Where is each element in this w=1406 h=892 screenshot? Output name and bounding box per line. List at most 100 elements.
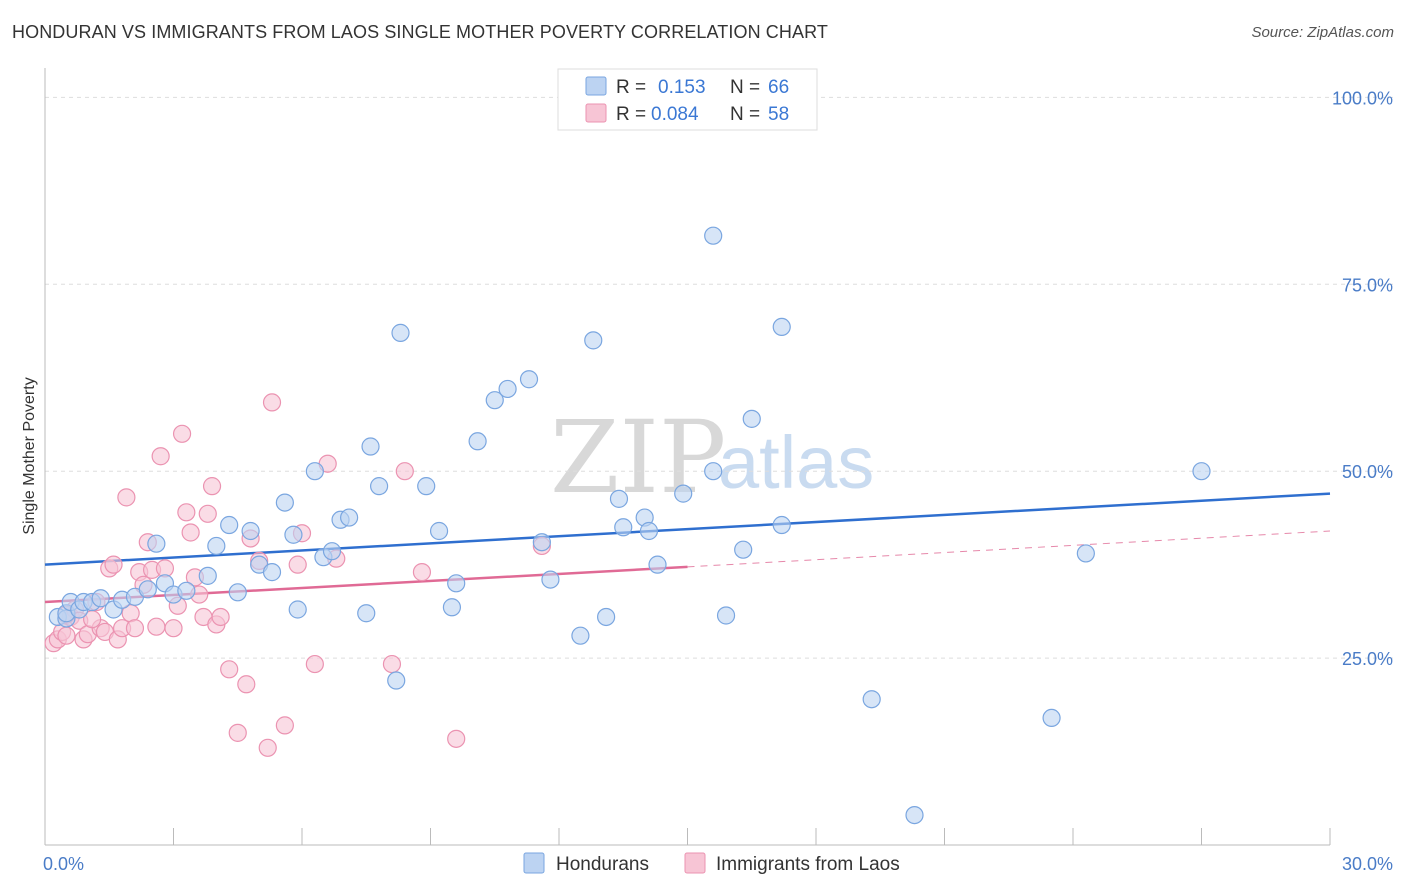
honduran-point	[391, 323, 410, 342]
laos-point	[262, 393, 282, 412]
honduran-point	[198, 566, 217, 585]
honduran-point	[429, 521, 449, 541]
correlation-legend: R = 0.153 N = 66 R = 0.084 N = 58	[557, 68, 818, 131]
x-tick-labels: 0.0% 30.0%	[43, 854, 1393, 874]
laos-point	[382, 654, 402, 674]
laos-point	[237, 675, 256, 694]
bottom-legend-swatch-hondurans	[523, 852, 545, 874]
honduran-point	[772, 317, 791, 336]
honduran-point	[1042, 708, 1061, 728]
laos-point	[305, 654, 324, 674]
legend-n-value-1: 66	[768, 77, 789, 98]
laos-point	[164, 619, 183, 638]
laos-point	[288, 555, 307, 574]
laos-point	[211, 607, 230, 627]
honduran-point	[905, 805, 924, 825]
x-tick-label: 0.0%	[43, 854, 84, 874]
honduran-point	[275, 493, 294, 512]
honduran-point	[207, 536, 226, 556]
honduran-point	[228, 583, 247, 602]
honduran-point	[387, 671, 406, 690]
honduran-point	[742, 409, 761, 428]
honduran-point	[704, 462, 723, 481]
honduran-point	[597, 607, 616, 627]
watermark-atlas: atlas	[718, 421, 874, 504]
legend-r-value-2: 0.084	[651, 104, 699, 125]
laos-point	[104, 555, 123, 574]
y-tick-labels: 25.0% 50.0% 75.0% 100.0%	[1332, 88, 1393, 669]
honduran-point	[177, 581, 196, 600]
laos-point	[125, 619, 145, 638]
honduran-point	[468, 432, 487, 451]
honduran-point	[614, 518, 633, 537]
laos-point	[198, 504, 217, 523]
honduran-point	[772, 515, 791, 535]
y-tick-label: 25.0%	[1342, 649, 1393, 669]
honduran-point	[862, 690, 881, 709]
honduran-point	[447, 574, 466, 593]
honduran-point	[584, 331, 603, 350]
gridlines	[45, 96, 1393, 659]
laos-point	[117, 488, 136, 507]
legend-r-label-1: R =	[616, 77, 646, 98]
honduran-point	[262, 563, 282, 582]
laos-point	[447, 729, 466, 748]
legend-r-label-2: R =	[616, 104, 646, 125]
chart-title: HONDURAN VS IMMIGRANTS FROM LAOS SINGLE …	[12, 22, 828, 42]
honduran-point	[674, 484, 693, 503]
honduran-point	[442, 598, 462, 617]
laos-point	[147, 617, 166, 636]
honduran-point	[571, 626, 590, 645]
honduran-point	[340, 508, 359, 527]
watermark-zip: ZIP	[550, 399, 726, 516]
honduran-point	[147, 534, 166, 553]
y-tick-label: 50.0%	[1342, 462, 1393, 482]
axes	[44, 68, 1331, 846]
y-tick-label: 100.0%	[1332, 88, 1393, 108]
honduran-point	[138, 580, 157, 599]
laos-point	[220, 660, 239, 679]
honduran-point	[639, 521, 659, 541]
honduran-point	[704, 226, 723, 245]
honduran-point	[417, 477, 436, 496]
honduran-point	[91, 589, 110, 608]
bottom-legend-swatch-laos	[684, 852, 706, 874]
legend-n-label-2: N =	[730, 104, 760, 125]
source-label: Source: ZipAtlas.com	[1251, 24, 1394, 41]
honduran-point	[485, 391, 504, 410]
honduran-point	[532, 533, 551, 552]
laos-point	[395, 462, 414, 481]
legend-swatch-hondurans	[585, 76, 607, 96]
x-tick-label: 30.0%	[1342, 854, 1393, 874]
legend-r-value-1: 0.153	[658, 77, 706, 98]
bottom-legend-hondurans: Hondurans	[556, 854, 649, 875]
honduran-point	[305, 462, 324, 481]
laos-point	[181, 523, 200, 542]
honduran-point	[361, 437, 380, 456]
honduran-point	[609, 489, 629, 508]
honduran-point	[370, 477, 389, 496]
laos-point	[202, 477, 222, 496]
honduran-point	[322, 542, 342, 561]
honduran-point	[648, 555, 667, 574]
honduran-point	[541, 570, 560, 589]
honduran-point	[716, 606, 736, 625]
data-points	[44, 226, 1211, 825]
y-tick-label: 75.0%	[1342, 275, 1393, 295]
honduran-point	[220, 515, 239, 535]
series-legend: Hondurans Immigrants from Laos	[523, 852, 900, 875]
honduran-point	[498, 379, 517, 399]
laos-point	[412, 563, 432, 582]
laos-point	[177, 503, 196, 522]
honduran-point	[357, 604, 376, 623]
y-axis-label: Single Mother Poverty	[21, 377, 38, 534]
honduran-point	[288, 600, 307, 619]
laos-point	[258, 738, 277, 757]
honduran-point	[241, 521, 260, 541]
legend-n-value-2: 58	[768, 104, 789, 125]
honduran-point	[519, 370, 539, 389]
laos-point	[275, 716, 294, 735]
honduran-point	[284, 525, 303, 544]
laos-point	[228, 723, 247, 742]
honduran-point	[1192, 462, 1211, 481]
